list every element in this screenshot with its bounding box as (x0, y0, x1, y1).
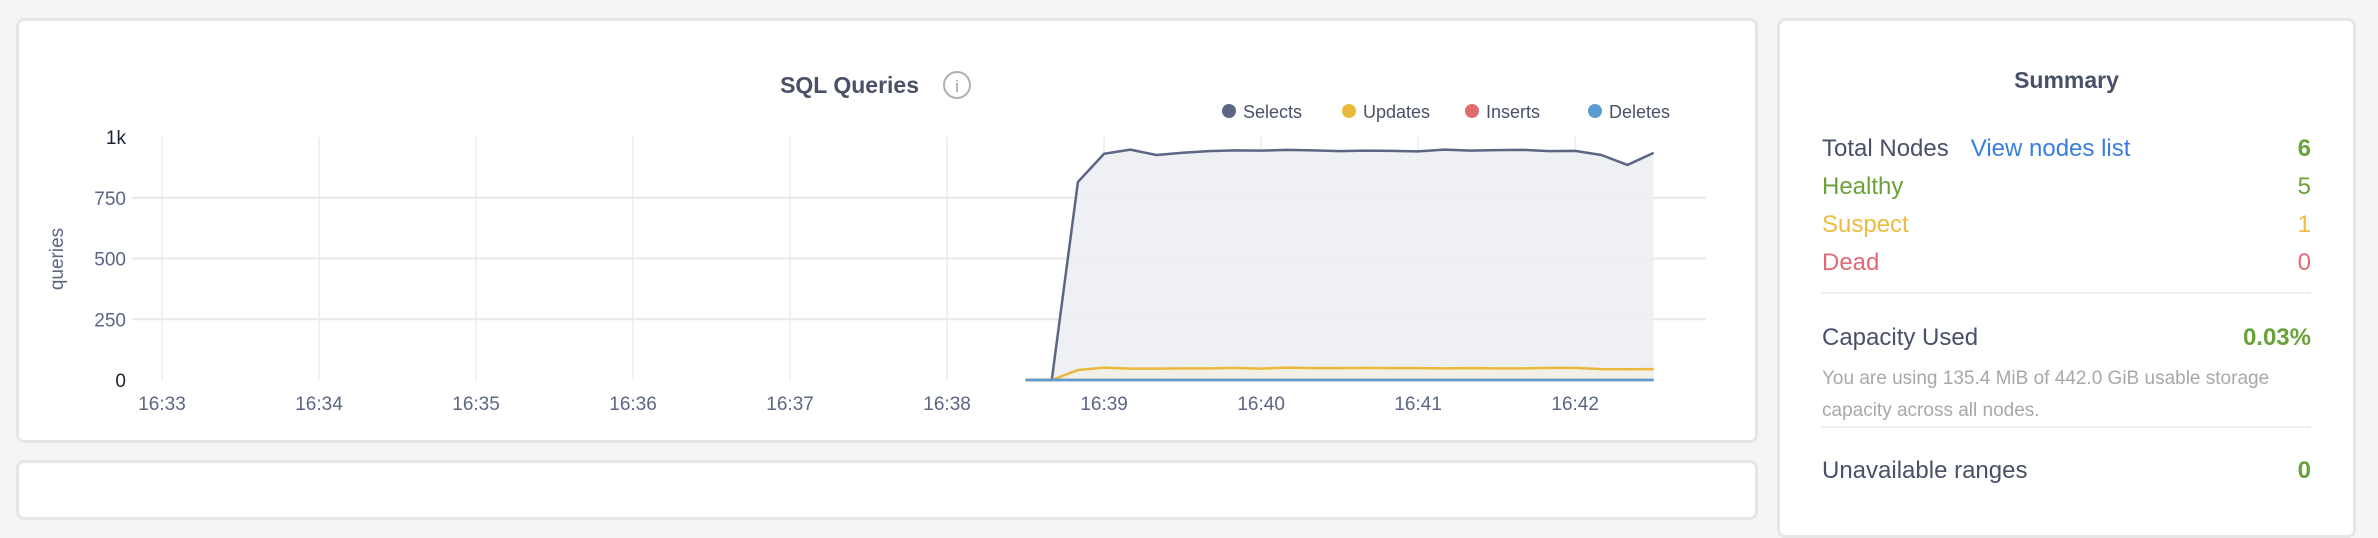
dead-label: Dead (1822, 249, 1880, 276)
healthy-value: 5 (2297, 173, 2311, 200)
divider (1822, 292, 2311, 294)
legend-dot-selects (1222, 104, 1236, 118)
healthy-label: Healthy (1822, 173, 1904, 200)
legend-label-inserts: Inserts (1486, 102, 1540, 122)
y-tick-label: 500 (94, 250, 126, 271)
x-tick-label: 16:33 (138, 394, 186, 415)
dead-value: 0 (2297, 249, 2311, 276)
suspect-value: 1 (2297, 211, 2311, 238)
capacity-label: Capacity Used (1822, 324, 1979, 351)
y-tick-label: 0 (115, 371, 126, 392)
info-circle-icon[interactable]: i (943, 71, 971, 99)
healthy-row: Healthy 5 (1822, 173, 2311, 201)
total-nodes-label: Total Nodes (1822, 135, 1949, 162)
legend-dot-deletes (1588, 104, 1602, 118)
y-tick-label: 250 (94, 310, 126, 331)
capacity-value: 0.03% (2242, 324, 2311, 351)
x-tick-label: 16:34 (295, 394, 343, 415)
legend-label-selects: Selects (1243, 102, 1302, 122)
x-tick-label: 16:40 (1237, 394, 1285, 415)
selects-area (1025, 149, 1654, 380)
selects-line (1025, 148, 1655, 382)
total-nodes-row: Total Nodes View nodes list 6 (1822, 135, 2311, 163)
summary-card: Summary Total Nodes View nodes list 6 Hea… (1777, 18, 2356, 538)
view-nodes-list-link[interactable]: View nodes list (1970, 135, 2131, 162)
divider (1822, 426, 2311, 428)
x-tick-label: 16:39 (1080, 394, 1128, 415)
x-tick-label: 16:37 (766, 394, 814, 415)
dead-row: Dead 0 (1822, 249, 2311, 277)
y-tick-label: 1k (106, 128, 127, 149)
unavailable-ranges-value: 0 (2297, 457, 2311, 484)
updates-area (1025, 367, 1654, 380)
summary-title: Summary (2014, 67, 2119, 93)
legend-label-deletes: Deletes (1609, 102, 1670, 122)
sql-queries-chart: SQL Queries i queries 16:33 16:34 16:35 16:… (47, 71, 1706, 415)
unavailable-ranges-label: Unavailable ranges (1822, 457, 2028, 484)
capacity-description: You are using 135.4 MiB of 442.0 GiB usa… (1822, 368, 2270, 421)
sql-queries-card: SQL Queries i queries 16:33 16:34 16:35 16:… (16, 18, 1758, 443)
legend-dot-inserts (1465, 104, 1479, 118)
x-tick-label: 16:38 (923, 394, 971, 415)
y-tick-label: 750 (94, 189, 126, 210)
svg-text:i: i (955, 77, 959, 96)
total-nodes-value: 6 (2297, 135, 2311, 162)
updates-line (1025, 366, 1654, 382)
y-axis-label: queries (47, 228, 68, 290)
x-tick-label: 16:36 (609, 394, 657, 415)
x-tick-label: 16:35 (452, 394, 500, 415)
legend-dot-updates (1342, 104, 1356, 118)
x-tick-label: 16:41 (1394, 394, 1442, 415)
x-tick-label: 16:42 (1551, 394, 1599, 415)
capacity-row: Capacity Used 0.03% (1822, 324, 2311, 352)
next-card (16, 460, 1758, 520)
suspect-label: Suspect (1822, 211, 1909, 238)
legend-label-updates: Updates (1363, 102, 1430, 122)
chart-title: SQL Queries (780, 72, 919, 98)
unavailable-ranges-row: Unavailable ranges 0 (1822, 457, 2311, 485)
suspect-row: Suspect 1 (1822, 211, 2311, 239)
